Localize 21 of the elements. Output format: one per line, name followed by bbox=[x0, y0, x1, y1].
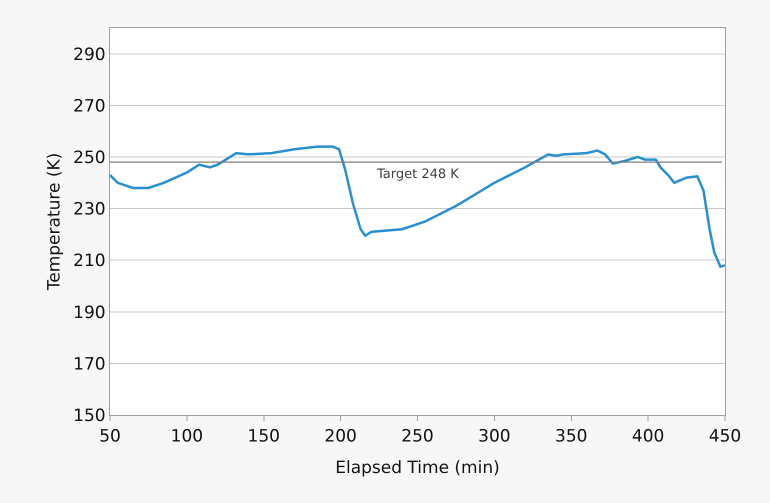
line-series bbox=[110, 145, 725, 268]
x-tick-label: 250 bbox=[401, 426, 434, 446]
y-tick-label: 150 bbox=[73, 406, 106, 426]
x-axis-title: Elapsed Time (min) bbox=[335, 458, 500, 478]
y-axis-title: Temperature (K) bbox=[44, 152, 65, 292]
x-tick-label: 300 bbox=[478, 426, 511, 446]
x-tick-label: 200 bbox=[324, 426, 357, 446]
y-tick-label: 210 bbox=[73, 251, 106, 272]
y-tick-label: 250 bbox=[73, 148, 106, 168]
ref-line-label: Target 248 K bbox=[376, 167, 460, 182]
y-tick-label: 190 bbox=[73, 302, 106, 323]
x-tick-label: 350 bbox=[555, 426, 588, 446]
x-tick-label: 450 bbox=[708, 426, 742, 446]
y-tick-label: 170 bbox=[73, 354, 106, 374]
x-tick-label: 50 bbox=[99, 426, 121, 446]
x-tick-label: 150 bbox=[248, 426, 280, 446]
y-tick-label: 290 bbox=[73, 44, 106, 65]
x-tick-label: 100 bbox=[170, 426, 204, 446]
y-tick-label: 270 bbox=[73, 96, 106, 116]
y-tick-label: 230 bbox=[73, 200, 106, 220]
x-tick-label: 400 bbox=[632, 426, 664, 446]
